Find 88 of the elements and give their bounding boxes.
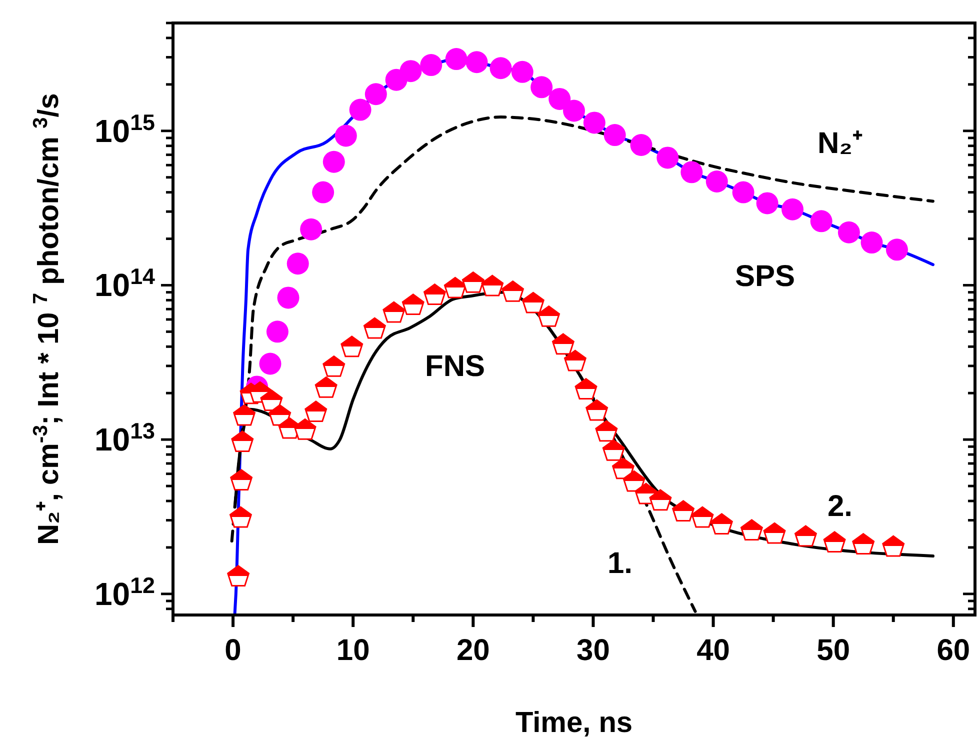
- y-tick-label: 10$^{14}$: [94, 264, 156, 304]
- x-tick-label: 40: [696, 634, 730, 667]
- point: [691, 506, 714, 528]
- point: [233, 404, 256, 426]
- point: [586, 399, 608, 421]
- point: [363, 317, 386, 339]
- annotation: SPS: [734, 260, 796, 293]
- point: [322, 356, 346, 377]
- point: [277, 286, 300, 309]
- point: [680, 161, 703, 184]
- point: [314, 376, 338, 398]
- point: [304, 400, 328, 422]
- x-tick-label: 60: [936, 634, 970, 667]
- point: [564, 350, 586, 372]
- point: [823, 531, 846, 553]
- point: [782, 198, 804, 220]
- x-tick-label: 10: [336, 634, 370, 667]
- point: [552, 333, 574, 355]
- annotation: N₂⁺: [818, 127, 862, 160]
- y-tick-label: 10$^{13}$: [94, 418, 155, 458]
- point: [583, 112, 606, 134]
- point: [740, 519, 763, 541]
- point: [424, 284, 446, 305]
- point: [838, 221, 860, 244]
- point: [231, 430, 254, 452]
- point: [230, 469, 253, 491]
- point: [563, 100, 585, 122]
- point: [382, 301, 406, 323]
- point: [511, 60, 534, 83]
- point: [622, 470, 646, 492]
- x-tick-label: 0: [224, 634, 242, 667]
- x-axis-title: Time, ns: [515, 707, 633, 739]
- x-tick-label: 50: [816, 634, 850, 667]
- point: [349, 98, 372, 121]
- point: [882, 535, 905, 557]
- point: [462, 271, 484, 293]
- point: [672, 500, 694, 522]
- point: [706, 170, 728, 192]
- point: [522, 292, 544, 314]
- point: [763, 522, 786, 544]
- point: [490, 57, 512, 80]
- point: [364, 83, 387, 106]
- point: [322, 150, 345, 173]
- point: [466, 51, 488, 74]
- point: [334, 124, 357, 147]
- point: [794, 525, 817, 547]
- point: [710, 513, 733, 535]
- point: [860, 232, 883, 254]
- x-tick-label: 30: [576, 634, 610, 667]
- point: [886, 238, 908, 261]
- point: [756, 192, 778, 214]
- point: [400, 60, 422, 82]
- point: [445, 48, 468, 70]
- point: [732, 181, 754, 204]
- point: [604, 124, 626, 146]
- point: [538, 306, 560, 327]
- point: [259, 352, 282, 375]
- y-tick-label: 10$^{15}$: [94, 109, 155, 149]
- point: [649, 489, 672, 511]
- point: [602, 440, 625, 461]
- point: [502, 280, 524, 302]
- point: [227, 565, 250, 586]
- point: [595, 420, 618, 442]
- point: [548, 88, 571, 110]
- point: [420, 54, 442, 76]
- annotation: 1.: [607, 547, 633, 580]
- point: [286, 252, 309, 275]
- point: [852, 533, 875, 554]
- point: [266, 320, 288, 343]
- point: [260, 390, 283, 411]
- point: [810, 210, 832, 232]
- point: [300, 218, 322, 240]
- point: [481, 274, 504, 296]
- point: [612, 458, 634, 480]
- point: [294, 418, 316, 440]
- y-tick-label: 10$^{12}$: [94, 572, 155, 612]
- point: [530, 76, 553, 98]
- point: [340, 336, 364, 358]
- point: [630, 134, 652, 156]
- point: [230, 506, 252, 528]
- annotation: 2.: [827, 490, 853, 523]
- point: [574, 378, 598, 400]
- point: [402, 294, 424, 316]
- annotation: FNS: [425, 350, 485, 383]
- point: [656, 146, 679, 169]
- point: [312, 181, 334, 204]
- point: [444, 276, 466, 298]
- x-tick-label: 20: [456, 634, 490, 667]
